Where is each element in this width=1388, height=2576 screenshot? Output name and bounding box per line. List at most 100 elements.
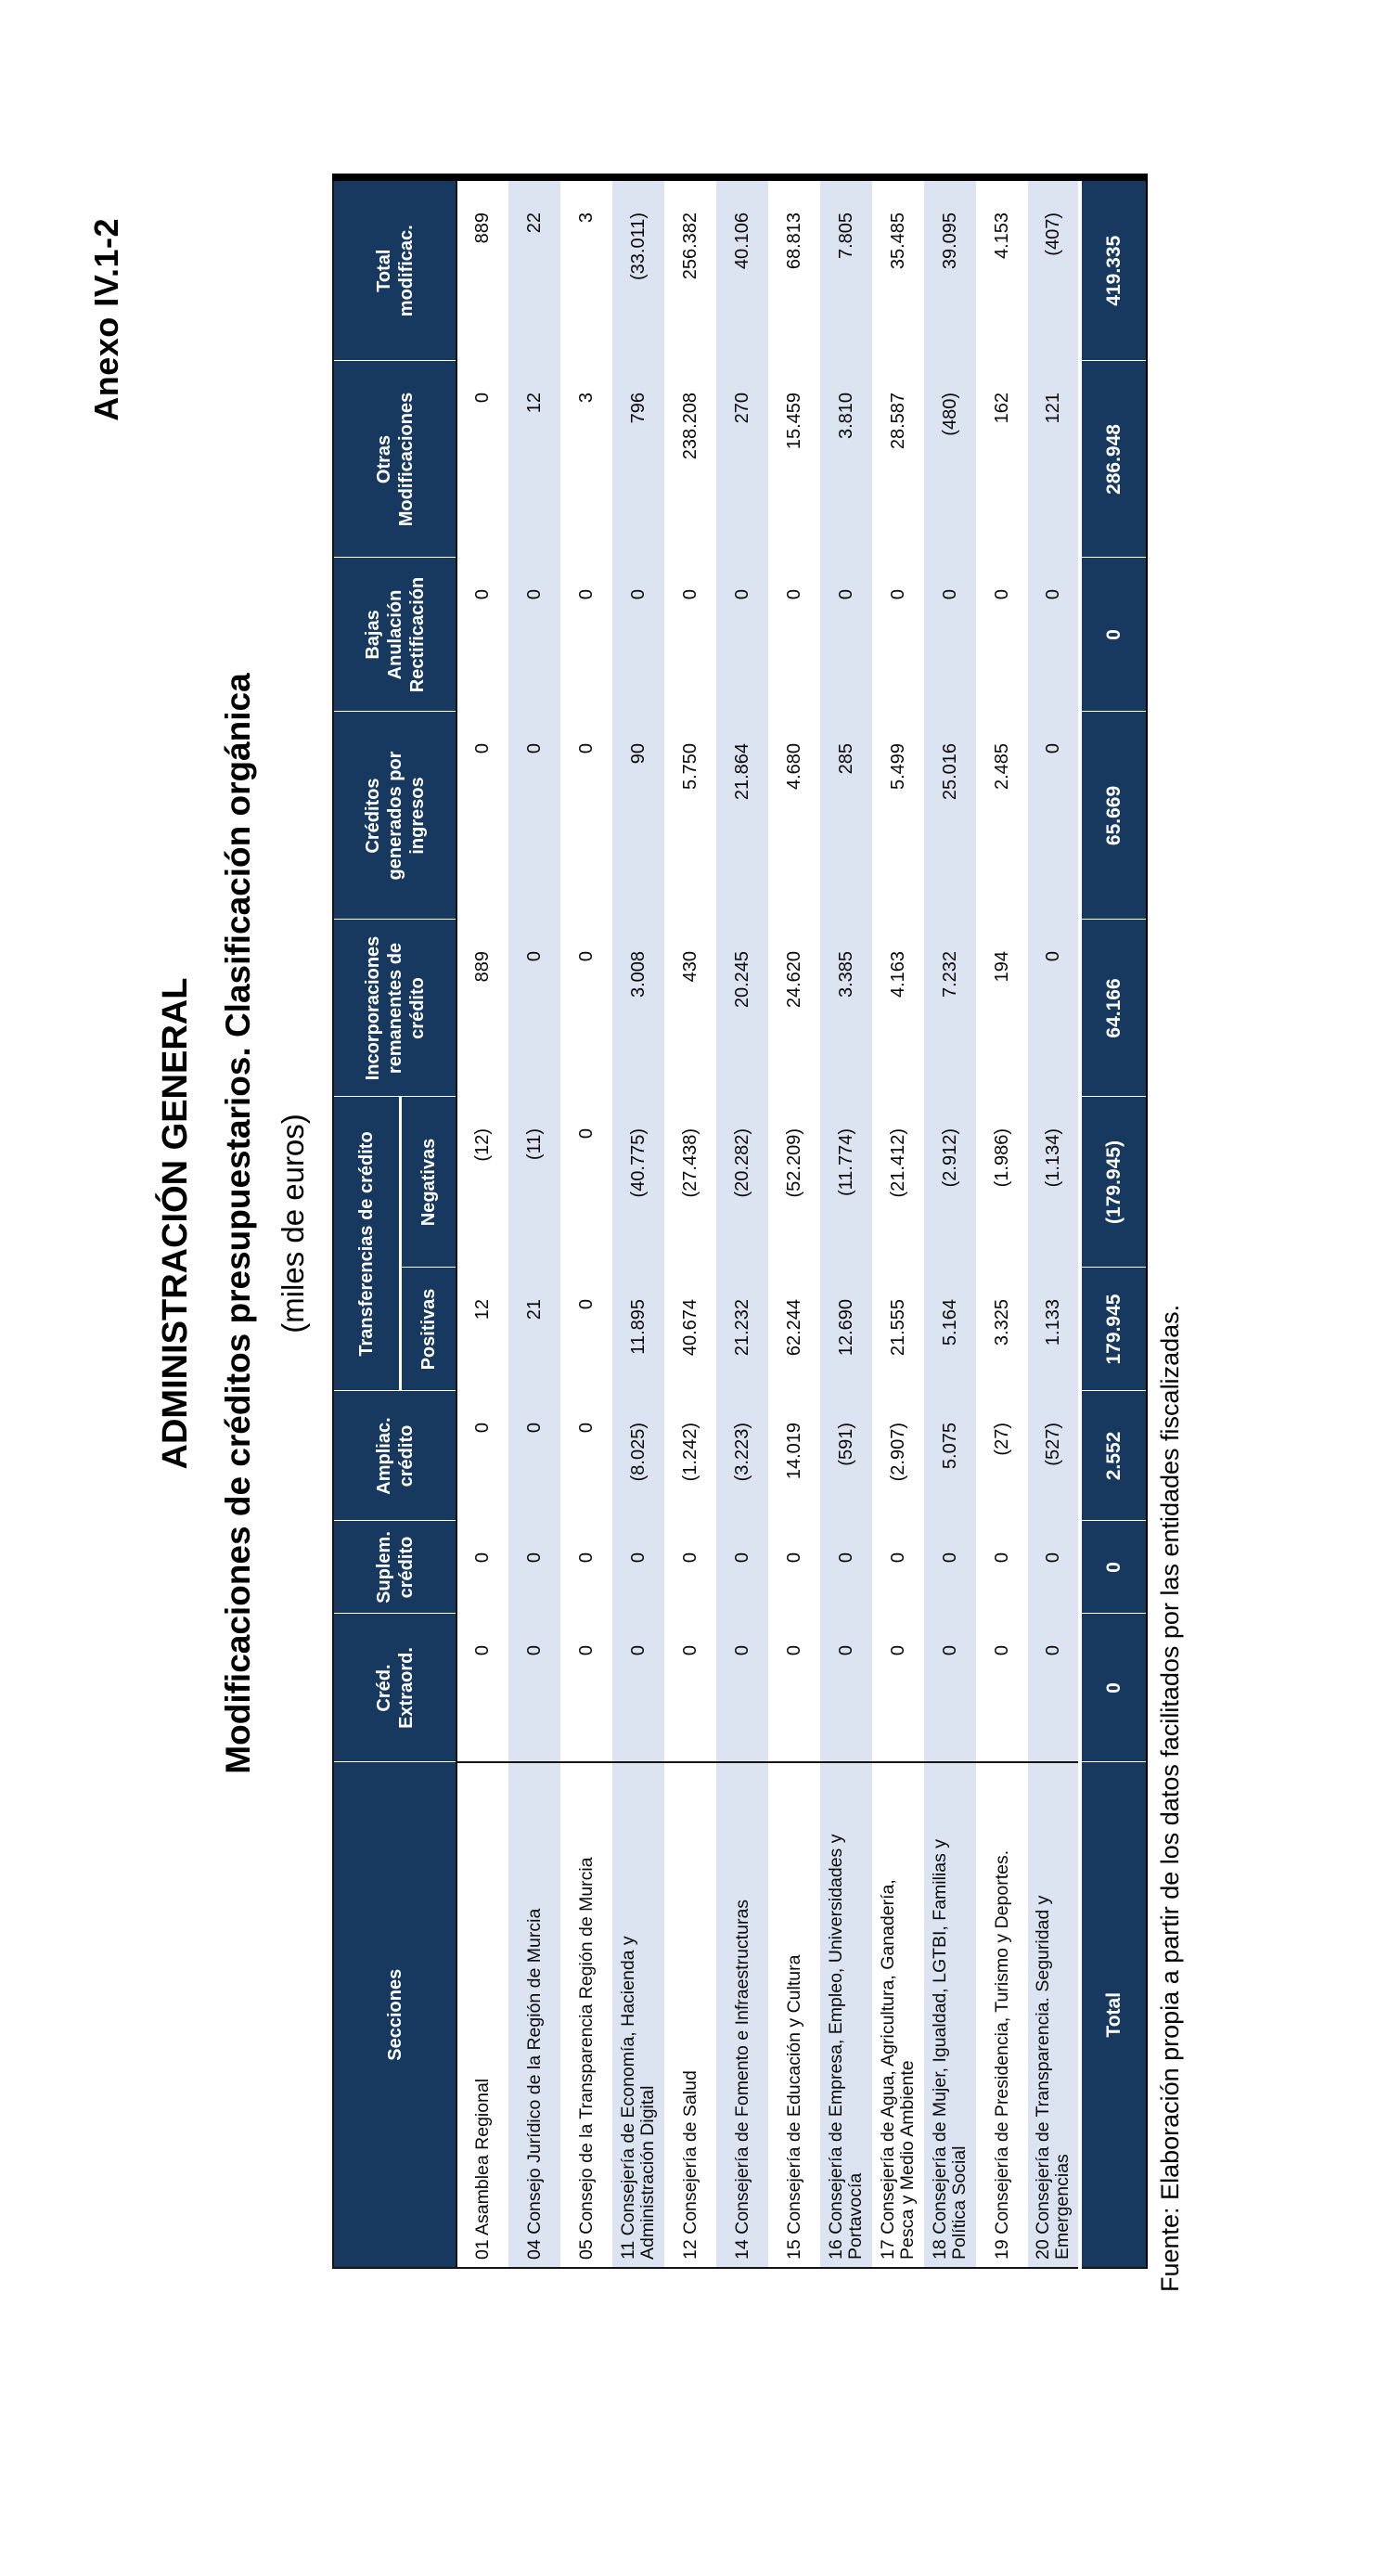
value-cell: 0 — [472, 588, 493, 600]
value-cell: (1.242) — [679, 1423, 700, 1482]
section-name: 14 Consejería de Fomento e Infraestructu… — [716, 1762, 768, 2268]
value-cell: (21.412) — [887, 1127, 908, 1198]
value-cell: 24.620 — [783, 950, 804, 1009]
total-value-cell: 286.948 — [1080, 360, 1147, 558]
value-cell: 0 — [575, 1127, 597, 1140]
section-name: 19 Consejería de Presidencia, Turismo y … — [976, 1762, 1028, 2268]
value-cell: 0 — [783, 1645, 804, 1656]
table-row: 12 Consejería de Salud 0 0 (1.242) 40.674 (27… — [664, 176, 716, 2268]
value-cell: 285 — [835, 742, 856, 775]
header-incorporaciones: Incorporaciones remanentes de crédito — [333, 919, 456, 1097]
value-cell: 889 — [472, 950, 493, 983]
value-cell: 0 — [1042, 1645, 1063, 1656]
value-cell: 20.245 — [731, 950, 752, 1009]
value-cell: (33.011) — [627, 212, 649, 280]
value-cell: 0 — [472, 1423, 493, 1434]
value-cell: 0 — [939, 1552, 960, 1564]
value-cell: 0 — [731, 588, 752, 600]
value-cell: 3.325 — [991, 1299, 1012, 1346]
value-cell: 0 — [783, 1552, 804, 1564]
value-cell: (2.912) — [939, 1127, 960, 1188]
value-cell: 0 — [472, 1645, 493, 1656]
value-cell: (40.775) — [627, 1127, 649, 1198]
value-cell: 1.133 — [1042, 1299, 1063, 1346]
section-name: 17 Consejería de Agua, Agricultura, Gana… — [872, 1762, 924, 2268]
value-cell: 0 — [575, 588, 597, 600]
value-cell: 5.750 — [679, 742, 700, 791]
section-name: 05 Consejo de la Transparencia Región de… — [560, 1762, 612, 2268]
section-name: 16 Consejería de Empresa, Empleo, Univer… — [820, 1762, 872, 2268]
title-units: (miles de euros) — [276, 1114, 310, 1333]
value-cell: 4.680 — [783, 742, 804, 791]
value-cell: 7.805 — [835, 212, 856, 260]
table-body: 01 Asamblea Regional 0 0 0 12 (12) 889 0 0 0 889 04… — [456, 176, 1080, 2268]
header-ampliac-credito: Ampliac. crédito — [333, 1391, 456, 1521]
value-cell: 15.459 — [783, 392, 804, 450]
value-cell: 0 — [472, 742, 493, 754]
value-cell: 39.095 — [939, 212, 960, 270]
table-row: 15 Consejería de Educación y Cultura 0 0 14… — [768, 176, 820, 2268]
value-cell: (52.209) — [783, 1127, 804, 1198]
value-cell: (12) — [472, 1127, 493, 1162]
total-value-cell: 2.552 — [1080, 1391, 1147, 1521]
value-cell: 3.008 — [627, 950, 649, 998]
value-cell: 0 — [472, 1552, 493, 1564]
table-row: 19 Consejería de Presidencia, Turismo y … — [976, 176, 1028, 2268]
value-cell: 0 — [575, 1645, 597, 1656]
total-value-cell: 0 — [1080, 1614, 1147, 1762]
value-cell: 5.075 — [939, 1423, 960, 1470]
value-cell: 162 — [991, 392, 1012, 424]
value-cell: 7.232 — [939, 950, 960, 998]
value-cell: (27.438) — [679, 1127, 700, 1198]
value-cell: 68.813 — [783, 212, 804, 270]
value-cell: 0 — [783, 588, 804, 600]
value-cell: 22 — [523, 212, 545, 234]
total-value-cell: (179.945) — [1080, 1096, 1147, 1268]
value-cell: (480) — [939, 392, 960, 436]
value-cell: 0 — [523, 950, 545, 962]
value-cell: 0 — [575, 1299, 597, 1310]
value-cell: 0 — [1042, 742, 1063, 754]
value-cell: 0 — [523, 588, 545, 600]
value-cell: 3.385 — [835, 950, 856, 998]
value-cell: 35.485 — [887, 212, 908, 270]
value-cell: 430 — [679, 950, 700, 983]
value-cell: 21 — [523, 1299, 545, 1320]
value-cell: 270 — [731, 392, 752, 424]
value-cell: (27) — [991, 1423, 1012, 1456]
value-cell: 28.587 — [887, 392, 908, 450]
section-name: 04 Consejo Jurídico de la Región de Murc… — [508, 1762, 560, 2268]
table-row: 20 Consejería de Transparencia. Segurida… — [1028, 176, 1080, 2268]
value-cell: 0 — [627, 1552, 649, 1564]
value-cell: 889 — [472, 212, 493, 244]
section-name: 01 Asamblea Regional — [456, 1762, 508, 2268]
value-cell: 5.499 — [887, 742, 908, 791]
value-cell: 0 — [679, 1552, 700, 1564]
table-row: 05 Consejo de la Transparencia Región de… — [560, 176, 612, 2268]
total-label: Total — [1080, 1762, 1147, 2268]
value-cell: 0 — [523, 1552, 545, 1564]
total-value-cell: 0 — [1080, 1521, 1147, 1614]
value-cell: 256.382 — [679, 212, 700, 280]
budget-modifications-table: Secciones Créd. Extraord. Suplem. crédit… — [332, 173, 1148, 2269]
value-cell: 0 — [991, 1552, 1012, 1564]
section-name: 15 Consejería de Educación y Cultura — [768, 1762, 820, 2268]
value-cell: (20.282) — [731, 1127, 752, 1198]
table-row: 11 Consejería de Economía, Hacienda y Ad… — [612, 176, 664, 2268]
header-negativas: Negativas — [400, 1096, 456, 1268]
value-cell: 0 — [1042, 1552, 1063, 1564]
value-cell: 5.164 — [939, 1299, 960, 1346]
value-cell: 14.019 — [783, 1423, 804, 1480]
value-cell: 3 — [575, 392, 597, 404]
total-value-cell: 64.166 — [1080, 919, 1147, 1097]
value-cell: (2.907) — [887, 1423, 908, 1482]
value-cell: 21.232 — [731, 1299, 752, 1357]
value-cell: (1.134) — [1042, 1127, 1063, 1188]
value-cell: 12.690 — [835, 1299, 856, 1357]
value-cell: 21.555 — [887, 1299, 908, 1357]
header-otras-modificaciones: Otras Modificaciones — [333, 360, 456, 558]
value-cell: 0 — [575, 1423, 597, 1434]
value-cell: 0 — [575, 742, 597, 754]
value-cell: 12 — [523, 392, 545, 414]
